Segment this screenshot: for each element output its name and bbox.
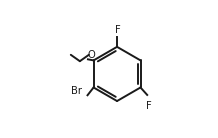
Text: F: F xyxy=(115,25,120,35)
Text: O: O xyxy=(88,50,95,60)
Text: Br: Br xyxy=(71,87,82,96)
Text: F: F xyxy=(145,101,151,111)
